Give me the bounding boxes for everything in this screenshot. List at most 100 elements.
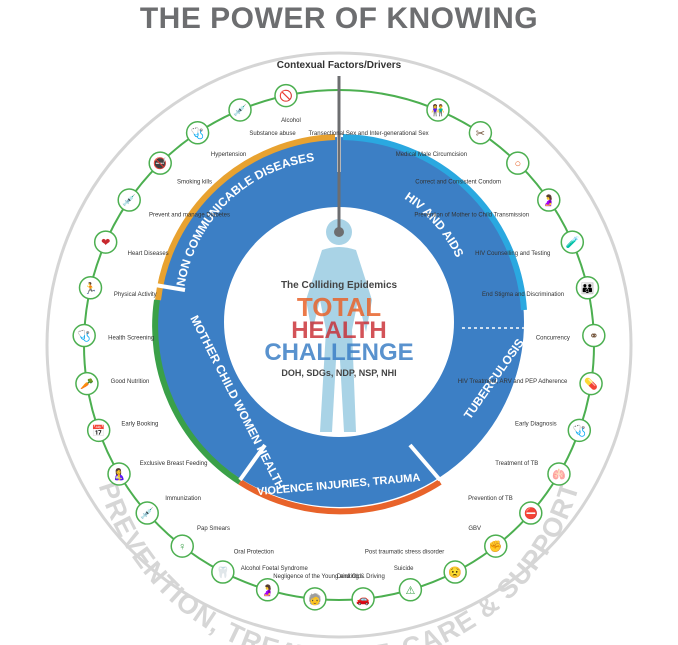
vit-accent-arc	[238, 479, 442, 515]
icon-label: Immunization	[165, 496, 201, 502]
people-icon: 👪	[581, 282, 595, 295]
center-line1: TOTAL	[297, 292, 381, 322]
icon-node-circle	[211, 560, 235, 584]
breastfeeding-icon: 🤱	[112, 467, 126, 481]
icon-node-circle	[303, 587, 327, 611]
condom-icon: ○	[514, 158, 521, 170]
icon-label: Pap Smears	[197, 526, 230, 532]
icon-node-circle	[72, 323, 96, 348]
distress-icon: 😟	[448, 566, 462, 579]
icon-node: ⚠ Suicide	[394, 566, 423, 602]
icon-node-circle	[117, 188, 141, 212]
icon-node-circle	[274, 83, 298, 108]
icon-node-circle	[582, 323, 606, 348]
icon-node-circle	[443, 560, 467, 584]
scissors-icon: ✂	[476, 128, 485, 140]
icon-node: 🧓 Negligence of the Young and Old	[273, 574, 361, 611]
vegetables-icon: 🥕	[80, 378, 94, 391]
icon-nodes: 🚫 Alcohol 💉 Substance abuse 🩺 Hypertension 🚭 Sm…	[72, 83, 606, 611]
insulin-pen-icon: 💉	[122, 194, 136, 207]
icon-node-circle	[86, 418, 111, 443]
center-line2: HEALTH	[291, 317, 387, 344]
icon-label: Drinking & Driving	[337, 574, 385, 580]
icon-node-circle	[170, 534, 194, 558]
pregnancy-icon: 🤰	[261, 584, 275, 597]
pills-icon: 💊	[584, 377, 598, 391]
icon-node: 🧪 HIV Counselling and Testing	[475, 230, 585, 257]
no-alcohol-icon: 🚫	[279, 90, 293, 103]
icon-label: Hypertension	[211, 152, 246, 158]
icon-label: Correct and Consistent Condom	[415, 179, 501, 185]
icon-node: 🩺 Early Diagnosis	[515, 418, 592, 443]
icon-node-circle	[537, 188, 561, 212]
icon-label: Alcohol Foetal Syndrome	[241, 566, 309, 572]
icon-label: HIV Counselling and Testing	[475, 251, 550, 257]
icon-label: Physical Activity	[114, 292, 157, 298]
uterus-icon: ♀	[178, 541, 186, 553]
icon-node: ❤ Heart Diseases	[93, 230, 169, 257]
icon-node: 💉 Substance abuse	[228, 98, 296, 137]
icon-node: 🦷 Oral Protection	[211, 550, 274, 584]
icon-label: Exclusive Breast Feeding	[140, 461, 208, 467]
icon-node-circle	[547, 462, 571, 486]
icon-label: Medical Male Circumcision	[396, 152, 467, 158]
icon-node-circle	[426, 98, 450, 122]
icon-node: 💉 Prevent and manage Diabetes	[117, 188, 230, 219]
icon-node-circle	[93, 230, 118, 254]
icon-node: 🤰 Alcohol Foetal Syndrome	[241, 566, 309, 602]
icon-label: Prevention of TB	[468, 496, 513, 502]
icon-node-circle	[567, 418, 592, 443]
icon-label: Negligence of the Young and Old	[273, 574, 361, 580]
icon-node-circle	[579, 371, 603, 396]
blood-pressure-icon: 🩺	[191, 127, 205, 140]
violence-icon: ✊	[489, 540, 503, 553]
icon-node: 🤰 Prevention of Mother to Child Transmiss…	[414, 188, 561, 219]
center-footer: DOH, SDGs, NDP, NSP, NHI	[281, 368, 396, 378]
icon-label: Smoking kills	[177, 179, 212, 185]
icon-label: HIV Treatment, ARV and PEP Adherence	[458, 379, 568, 385]
icon-node: ⚭ Concurrency	[536, 323, 606, 348]
icon-label: Good Nutrition	[111, 379, 150, 385]
icon-label: Prevention of Mother to Child Transmissi…	[414, 213, 529, 219]
icon-node: ♀ Pap Smears	[170, 526, 230, 558]
icon-node: ✂ Medical Male Circumcision	[396, 121, 493, 158]
icon-node: 🚭 Smoking kills	[148, 151, 212, 185]
suicide-icon: ⚠	[405, 585, 415, 597]
icon-label: Post traumatic stress disorder	[365, 550, 444, 556]
icon-label: Treatment of TB	[495, 461, 538, 467]
icon-node: 💉 Immunization	[135, 496, 201, 525]
center-subtitle: The Colliding Epidemics	[281, 280, 398, 291]
icon-node: 👪 End Stigma and Discrimination	[482, 276, 600, 300]
icon-node-circle	[107, 462, 131, 486]
icon-label: Suicide	[394, 566, 414, 572]
mother-baby-icon: 🤰	[542, 194, 556, 207]
icon-node: ○ Correct and Consistent Condom	[415, 151, 530, 185]
icon-node-circle	[148, 151, 172, 175]
icon-node: 🚗 Drinking & Driving	[337, 574, 385, 611]
icon-node: ⛔ Prevention of TB	[468, 496, 543, 525]
icon-node-circle	[255, 578, 280, 602]
icon-node: 🤱 Exclusive Breast Feeding	[107, 461, 208, 486]
test-tube-icon: 🧪	[565, 236, 579, 249]
icon-node: 🥕 Good Nutrition	[75, 371, 150, 396]
icon-label: Oral Protection	[234, 550, 274, 556]
icon-node: ✊ GBV	[468, 526, 508, 558]
car-icon: 🚗	[356, 594, 370, 606]
outer-ring	[45, 51, 633, 639]
icon-label: Concurrency	[536, 335, 570, 341]
mcw-accent-arc	[152, 299, 242, 485]
icon-node-circle	[398, 578, 423, 602]
network-icon: ⚭	[589, 331, 598, 343]
couple-icon: 👫	[431, 104, 445, 117]
stethoscope-icon: 🩺	[572, 424, 586, 437]
icon-node-circle	[351, 587, 375, 611]
center-line3: CHALLENGE	[264, 339, 413, 366]
icon-label: Prevent and manage Diabetes	[149, 213, 230, 219]
elderly-icon: 🧓	[308, 592, 322, 606]
icon-label: Health Screening	[108, 335, 154, 341]
lungs-icon: 🫁	[552, 468, 566, 481]
icon-node: 🫁 Treatment of TB	[495, 461, 571, 486]
icon-label: End Stigma and Discrimination	[482, 292, 564, 298]
